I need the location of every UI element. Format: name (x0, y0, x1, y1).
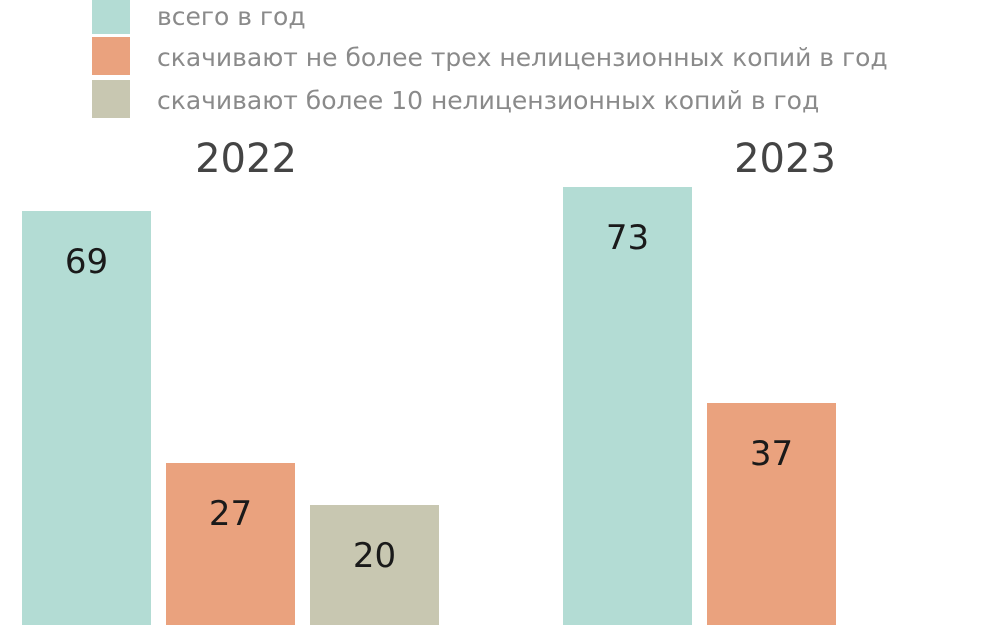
bar (563, 187, 692, 625)
legend-label: скачивают более 10 нелицензионных копий … (157, 86, 819, 115)
group-labels: 2022 2023 (195, 136, 836, 182)
legend: всего в год скачивают не более трех нелиц… (92, 0, 888, 118)
legend-label: всего в год (157, 2, 306, 31)
bar (166, 463, 295, 625)
legend-item: скачивают более 10 нелицензионных копий … (92, 80, 819, 118)
bar-value-label: 27 (209, 494, 252, 534)
bar-value-label: 37 (750, 434, 793, 474)
legend-swatch (92, 37, 130, 75)
category-label: 2023 (734, 136, 836, 182)
legend-item: скачивают не более трех нелицензионных к… (92, 37, 888, 75)
bar (707, 403, 836, 625)
bars: 69 27 20 73 37 (22, 187, 836, 625)
legend-swatch (92, 80, 130, 118)
bar-value-label: 73 (606, 218, 649, 258)
legend-item: всего в год (92, 0, 306, 34)
bar-value-label: 20 (353, 536, 396, 576)
category-label: 2022 (195, 136, 297, 182)
legend-label: скачивают не более трех нелицензионных к… (157, 43, 888, 72)
bar-value-label: 69 (65, 242, 108, 282)
bar (22, 211, 151, 625)
legend-swatch (92, 0, 130, 34)
bar (310, 505, 439, 625)
